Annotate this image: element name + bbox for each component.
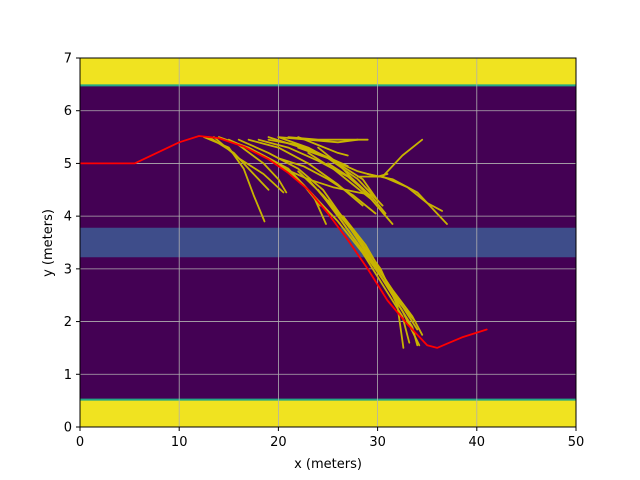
prediction-line [237, 138, 339, 212]
prediction-line [317, 146, 379, 202]
y-tick-label: 5 [64, 157, 72, 172]
series-layer [79, 135, 488, 349]
x-tick-label: 0 [76, 435, 84, 450]
y-tick-label: 1 [64, 368, 72, 383]
prediction-line [327, 162, 387, 215]
y-tick-label: 6 [64, 104, 72, 119]
x-tick-label: 40 [469, 435, 486, 450]
prediction-line [297, 136, 349, 157]
prediction-line [336, 209, 405, 349]
prediction-line [341, 215, 419, 331]
y-tick-label: 7 [64, 52, 72, 67]
prediction-line [208, 136, 270, 191]
y-tick-label: 4 [64, 210, 72, 225]
prediction-line [317, 188, 421, 347]
prediction-line [277, 165, 374, 197]
y-axis-label: y (meters) [41, 209, 56, 277]
prediction-line [237, 144, 288, 194]
axis-ticks: 0 10 20 30 40 50 0 1 2 3 4 5 6 7 [64, 52, 585, 451]
x-tick-label: 20 [270, 435, 287, 450]
x-tick-label: 30 [369, 435, 386, 450]
y-tick-label: 2 [64, 315, 72, 330]
prediction-line [212, 136, 285, 194]
region-center-band [80, 227, 576, 258]
x-tick-label: 10 [171, 435, 188, 450]
prediction-line [381, 138, 424, 178]
region-upper-boundary [80, 58, 576, 86]
plot-frame [79, 57, 577, 428]
x-tick-label: 50 [568, 435, 585, 450]
region-lower-boundary [80, 399, 576, 427]
trajectory-line [79, 135, 488, 349]
prediction-line [366, 173, 448, 225]
plot-area [80, 58, 576, 427]
y-tick-label: 0 [64, 421, 72, 436]
y-tick-label: 3 [64, 262, 72, 277]
x-axis-label: x (meters) [294, 457, 362, 472]
prediction-line [277, 157, 377, 215]
